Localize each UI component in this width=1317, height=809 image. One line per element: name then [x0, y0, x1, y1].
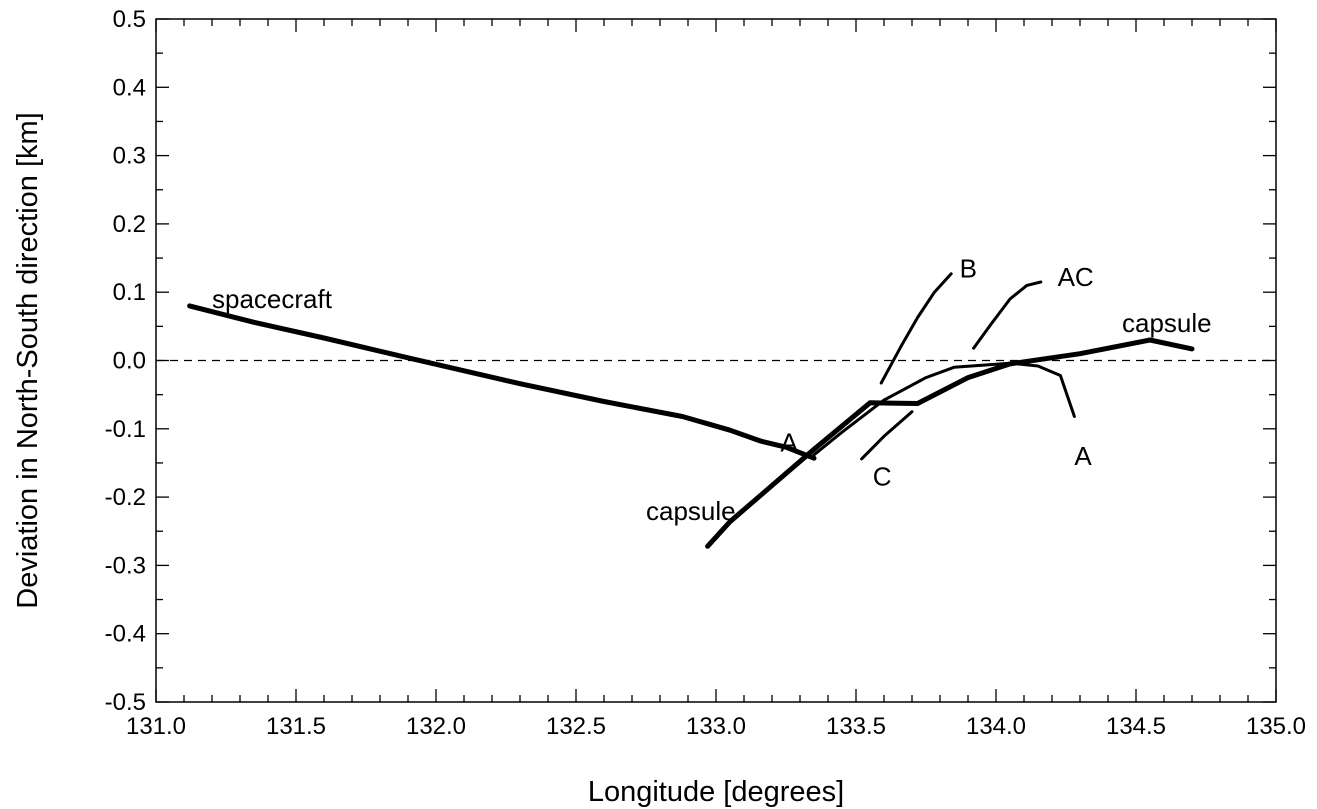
x-tick-label: 132.5 [546, 713, 606, 740]
series-line [879, 272, 953, 385]
y-tick-labels: 0.5 0.4 0.3 0.2 0.1 0.0 -0.1 -0.2 -0.3 -0.4 -0.5 [105, 6, 146, 716]
series-annotation: B [960, 253, 977, 283]
series-annotation: A [780, 427, 798, 457]
y-tick-label: 0.0 [113, 348, 146, 375]
series-line [705, 337, 1195, 549]
series-annotation: capsule [646, 496, 736, 526]
x-tick-label: 135.0 [1246, 713, 1306, 740]
series-annotation: capsule [1122, 308, 1212, 338]
series-line [187, 303, 817, 461]
x-tick-labels: 131.0 131.5 132.0 132.5 133.0 133.5 134.0 134.5… [126, 713, 1306, 740]
y-tick-label: 0.1 [113, 279, 146, 306]
x-tick-label: 133.0 [686, 713, 746, 740]
y-axis-title: Deviation in North-South direction [km] [12, 112, 44, 608]
x-tick-label: 134.5 [1106, 713, 1166, 740]
y-tick-label: 0.2 [113, 211, 146, 238]
series-annotation: C [873, 462, 892, 492]
x-tick-label: 134.0 [966, 713, 1026, 740]
annotation-layer: spacecraft capsule capsule A A B C AC [212, 253, 1212, 525]
series-line [860, 410, 914, 461]
series-annotation: A [1074, 441, 1092, 471]
x-tick-label: 133.5 [826, 713, 886, 740]
y-tick-label: 0.3 [113, 143, 146, 170]
y-tick-label: 0.4 [113, 74, 146, 101]
x-tick-label: 132.0 [406, 713, 466, 740]
x-tick-label: 131.5 [266, 713, 326, 740]
y-tick-label: -0.5 [105, 689, 146, 716]
series-layer [187, 272, 1195, 549]
series-line [812, 361, 1076, 457]
x-tick-label: 131.0 [126, 713, 186, 740]
y-tick-label: -0.4 [105, 621, 146, 648]
x-axis-title: Longitude [degrees] [588, 776, 844, 808]
y-tick-label: -0.1 [105, 416, 146, 443]
series-annotation: AC [1058, 262, 1094, 292]
y-tick-label: -0.2 [105, 484, 146, 511]
tick-layer [155, 18, 1277, 703]
series-annotation: spacecraft [212, 284, 333, 314]
y-tick-label: 0.5 [113, 6, 146, 33]
series-line [972, 280, 1043, 350]
y-tick-label: -0.3 [105, 552, 146, 579]
